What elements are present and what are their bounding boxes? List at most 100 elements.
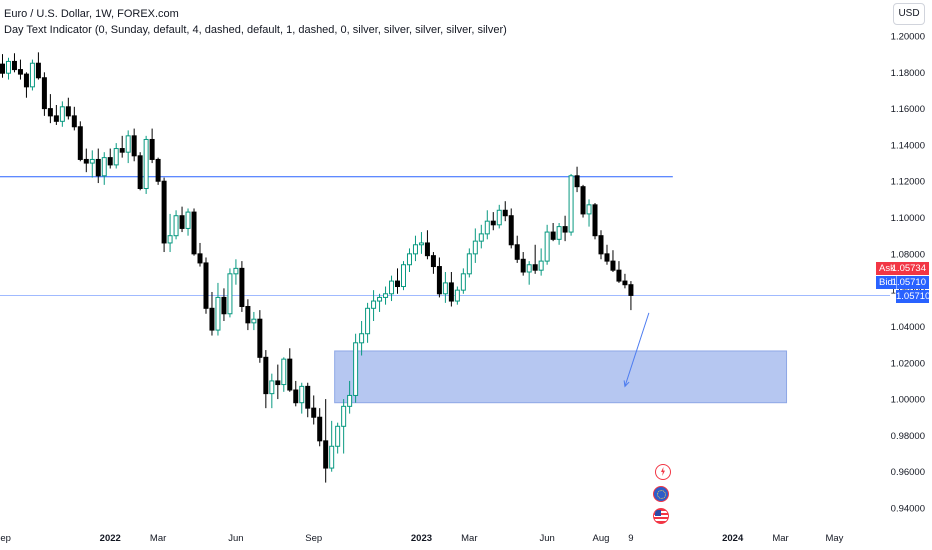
candle (472, 228, 478, 263)
candle-body (257, 318, 263, 358)
x-tick-label: Mar (461, 533, 477, 544)
candle-body (233, 267, 239, 275)
candle (311, 395, 317, 425)
candle (263, 350, 269, 409)
y-tick-label: 1.12000 (891, 177, 925, 188)
candle-body (365, 307, 371, 335)
candle-body (47, 108, 53, 117)
candle-body (107, 157, 113, 166)
last-price-tag: 1.05710 (896, 290, 931, 303)
x-tick-label: May (825, 533, 843, 544)
candle (496, 204, 502, 229)
candle (239, 261, 245, 312)
flash-icon[interactable] (655, 464, 671, 480)
candle-body (580, 186, 586, 215)
candle-body (239, 267, 245, 307)
candle (23, 72, 29, 98)
candle (604, 244, 610, 265)
candle-body (125, 135, 131, 153)
candle-body (299, 385, 305, 404)
projection-arrow-line (624, 312, 650, 387)
candle (430, 252, 436, 274)
candle-body (197, 253, 203, 264)
candle (574, 166, 580, 193)
candle-body (281, 358, 287, 386)
candle-body (77, 126, 83, 160)
candle-body (35, 62, 41, 79)
candle (161, 177, 167, 253)
candle-body (149, 138, 155, 160)
candle (281, 357, 287, 392)
candle-body (412, 244, 418, 255)
candle (532, 244, 538, 274)
candle (65, 97, 71, 120)
y-tick-label: 1.02000 (891, 358, 925, 369)
candle-body (323, 440, 329, 469)
candle-body (137, 155, 143, 189)
candle (400, 261, 406, 291)
us-flag-icon[interactable] (653, 508, 669, 524)
candle (454, 286, 460, 305)
candle-body (514, 244, 520, 260)
x-tick-label: 2024 (722, 533, 744, 544)
candle-body (472, 240, 478, 255)
eu-flag-icon[interactable] (653, 486, 669, 502)
candle (251, 311, 257, 331)
candle-body (335, 425, 341, 447)
candle (490, 212, 496, 231)
candle-body (221, 296, 227, 315)
candle-body (203, 262, 209, 309)
candle-body (502, 209, 508, 217)
candle (149, 128, 155, 164)
candle (17, 59, 23, 80)
candle (424, 230, 430, 260)
x-tick-label: Aug (593, 533, 610, 544)
candle-body (353, 342, 359, 396)
candle (353, 333, 359, 403)
candle-body (448, 282, 454, 302)
candle-body (454, 289, 460, 302)
candle-body (460, 273, 466, 291)
x-tick-label: Jun (228, 533, 243, 544)
candle-body (17, 69, 23, 75)
candle (119, 135, 125, 158)
candle (167, 213, 173, 253)
currency-button[interactable]: USD (893, 3, 925, 25)
candle-body (101, 157, 107, 177)
candle-body (131, 135, 137, 157)
candle-body (466, 253, 472, 275)
candle (622, 273, 628, 289)
candle (466, 248, 472, 278)
y-tick-label: 0.96000 (891, 467, 925, 478)
candle (395, 268, 401, 294)
candle (478, 224, 484, 249)
candle-body (574, 175, 580, 188)
candle-body (65, 106, 71, 117)
symbol-title: Euro / U.S. Dollar, 1W, FOREX.com (4, 8, 179, 20)
candle-body (311, 407, 317, 418)
candle (418, 232, 424, 254)
y-tick-label: 0.98000 (891, 431, 925, 442)
candle (191, 208, 197, 256)
candle (179, 206, 185, 233)
candle (275, 364, 281, 400)
candle (371, 290, 377, 322)
candle (143, 135, 149, 194)
demand-zone-rect (334, 350, 788, 404)
candle (317, 408, 323, 447)
candle (293, 380, 299, 407)
projection-arrow-head (623, 380, 630, 388)
candle-body (269, 380, 275, 395)
candle (502, 201, 508, 222)
candle-body (604, 253, 610, 262)
ask-label: Ask (876, 262, 898, 275)
candle (347, 380, 353, 414)
candle (257, 310, 263, 363)
candle (11, 53, 17, 73)
candle-body (478, 233, 484, 242)
candle-body (119, 148, 125, 153)
candle-body (610, 260, 616, 271)
candle-body (71, 115, 77, 128)
candle (203, 257, 209, 314)
